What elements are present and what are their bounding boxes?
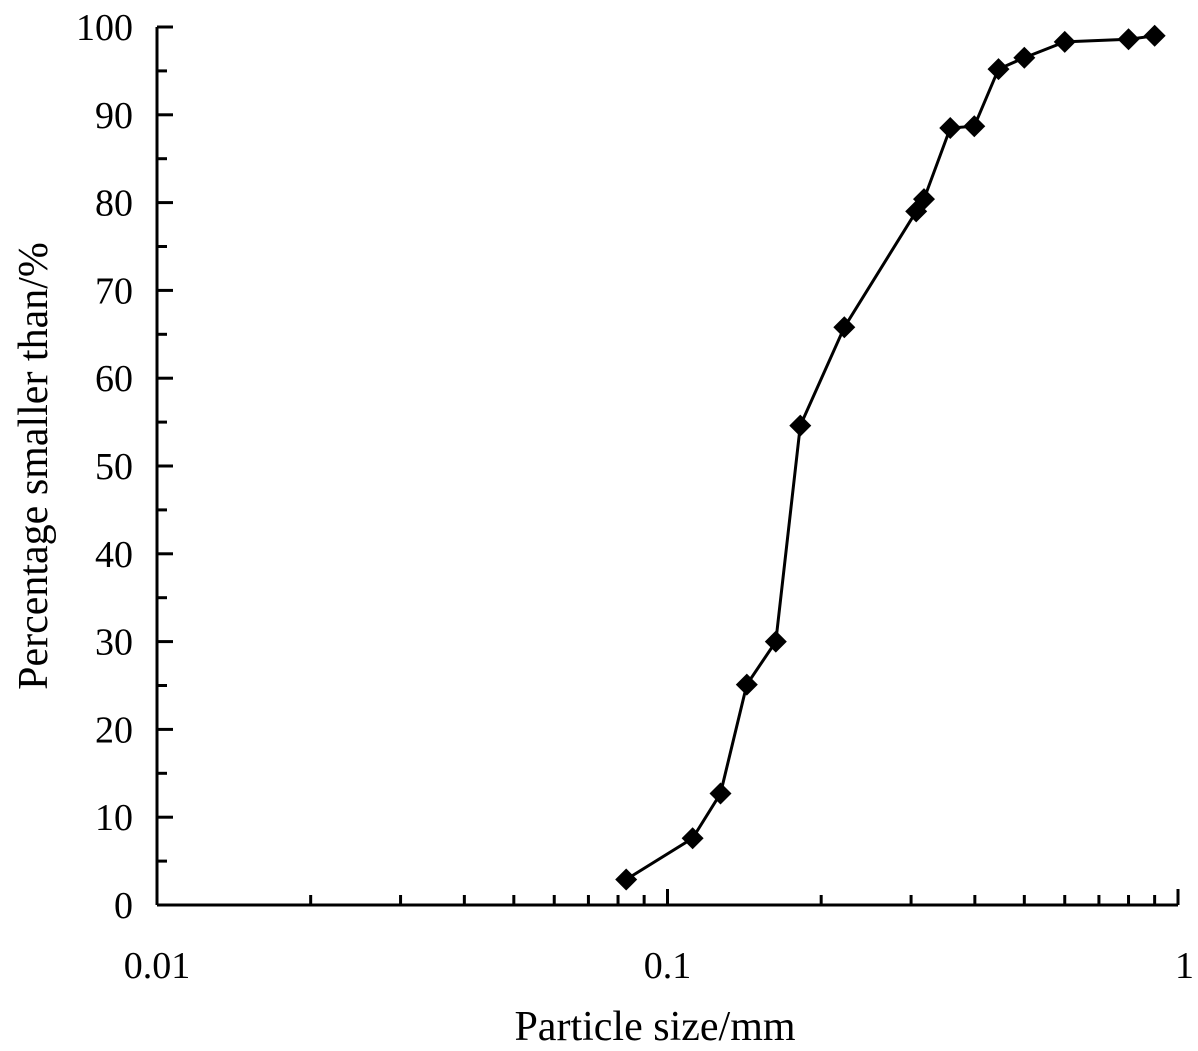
data-point-marker — [833, 316, 856, 339]
y-tick-label: 60 — [95, 358, 133, 400]
y-tick-label: 50 — [95, 446, 133, 488]
y-tick-label: 0 — [114, 885, 133, 927]
y-tick-label: 100 — [76, 7, 133, 49]
x-tick-label: 0.01 — [124, 945, 191, 987]
y-tick-label: 80 — [95, 183, 133, 225]
y-tick-label: 40 — [95, 534, 133, 576]
x-tick-label: 0.1 — [644, 945, 692, 987]
data-point-marker — [912, 188, 935, 211]
x-axis-title: Particle size/mm — [514, 1004, 795, 1050]
x-tick-labels: 0.01 0.1 1 — [124, 945, 1194, 987]
y-tick-label: 90 — [95, 95, 133, 137]
data-point-marker — [1117, 28, 1140, 51]
axes — [155, 27, 1178, 907]
data-series — [615, 24, 1166, 891]
data-markers — [615, 24, 1166, 891]
data-point-marker — [681, 827, 704, 850]
data-point-marker — [987, 58, 1010, 81]
data-point-marker — [789, 414, 812, 437]
y-tick-label: 70 — [95, 270, 133, 312]
series-line — [625, 34, 1155, 881]
y-tick-labels: 0 10 20 30 40 50 60 70 80 90 100 — [76, 7, 133, 927]
y-axis-title: Percentage smaller than/% — [11, 242, 57, 690]
data-point-marker — [709, 782, 732, 805]
x-tick-label: 1 — [1175, 945, 1194, 987]
data-point-marker — [1013, 46, 1036, 69]
y-tick-label: 30 — [95, 622, 133, 664]
data-point-marker — [615, 868, 638, 891]
axis-ticks — [155, 25, 1180, 907]
data-point-marker — [939, 116, 962, 139]
y-tick-label: 10 — [95, 797, 133, 839]
data-point-marker — [1143, 24, 1166, 47]
y-tick-label: 20 — [95, 709, 133, 751]
data-point-marker — [764, 630, 787, 653]
data-point-marker — [735, 673, 758, 696]
data-point-marker — [1053, 30, 1076, 53]
data-point-marker — [963, 115, 986, 138]
